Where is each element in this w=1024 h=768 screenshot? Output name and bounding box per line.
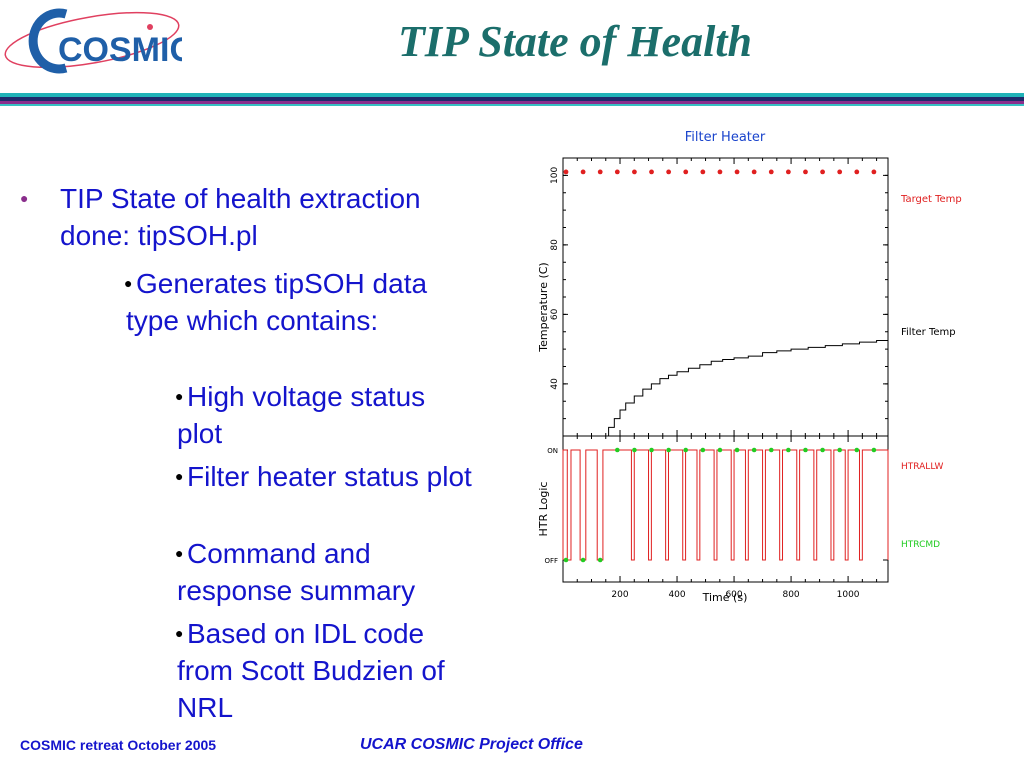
y-tick-label: 60: [550, 308, 560, 320]
target-temp-point: [768, 169, 774, 175]
target-temp-point: [666, 169, 672, 175]
logo-text: COSMIC: [58, 31, 182, 69]
htrcmd-point: [717, 447, 723, 453]
bullet-dot-icon: ●: [175, 545, 184, 561]
bullet-dot-icon: ●: [20, 190, 29, 206]
bullet-text: TIP State of health extraction done: tip…: [60, 183, 421, 251]
htrcmd-point: [837, 447, 842, 453]
legend-target-temp: Target Temp: [900, 194, 962, 205]
legend-filter-temp: Filter Temp: [901, 327, 956, 338]
legend-htrcmd: HTRCMD: [901, 540, 940, 550]
htrallw-line: [562, 449, 889, 561]
target-temp-point: [734, 169, 740, 175]
x-tick-label: 400: [668, 590, 685, 600]
htrcmd-point: [854, 447, 860, 453]
bullet-item: ● Filter heater status plot: [175, 458, 477, 495]
target-temp-point: [563, 169, 569, 175]
slide-title: TIP State of Health: [397, 17, 753, 66]
bullet-text: Filter heater status plot: [187, 461, 472, 492]
target-temp-point: [785, 169, 791, 175]
y-tick-label: OFF: [544, 557, 558, 565]
target-temp-point: [871, 169, 877, 175]
bullet-dot-icon: ●: [175, 625, 184, 641]
target-temp-point: [632, 169, 637, 175]
divider-teal: [0, 93, 1024, 97]
y-tick-label: 40: [550, 378, 560, 390]
htrcmd-point: [580, 557, 586, 563]
htrcmd-point: [649, 447, 654, 453]
target-temp-point: [683, 169, 689, 175]
divider-navy: [0, 97, 1024, 101]
bullet-text: Based on IDL code from Scott Budzien of …: [177, 618, 445, 723]
htrcmd-point: [683, 447, 689, 453]
htrcmd-point: [666, 447, 671, 453]
x-axis-label: Time (s): [702, 591, 748, 604]
htrcmd-point: [615, 447, 620, 453]
divider-purple: [0, 101, 1024, 104]
bullet-item: ● Generates tipSOH data type which conta…: [124, 265, 446, 339]
x-tick-label: 800: [782, 590, 799, 600]
htrcmd-point: [734, 447, 740, 453]
filter-temp-line: [602, 339, 888, 437]
target-temp-point: [580, 169, 586, 175]
divider-teal-2: [0, 104, 1024, 106]
target-temp-point: [649, 169, 654, 175]
chart-title: Filter Heater: [685, 130, 766, 145]
bullet-item: ● Command and response summary: [175, 535, 477, 609]
y-tick-label: 100: [550, 167, 560, 184]
htrcmd-point: [871, 447, 877, 453]
y-tick-label: 80: [550, 239, 560, 251]
x-tick-label: 200: [611, 590, 628, 600]
x-tick-label: 600: [725, 590, 742, 600]
htrcmd-point: [820, 447, 825, 453]
target-temp-point: [700, 169, 706, 175]
target-temp-point: [837, 169, 843, 175]
bullet-item: ● TIP State of health extraction done: t…: [20, 180, 480, 254]
bullet-text: Generates tipSOH data type which contain…: [126, 268, 428, 336]
target-temp-point: [614, 169, 620, 175]
htrcmd-point: [803, 447, 808, 453]
target-temp-point: [854, 169, 860, 175]
y-axis-label: HTR Logic: [537, 482, 550, 537]
bullet-dot-icon: ●: [175, 468, 184, 484]
bullet-item: ● Based on IDL code from Scott Budzien o…: [175, 615, 477, 726]
htrcmd-point: [751, 447, 757, 453]
bullet-dot-icon: ●: [175, 388, 184, 404]
x-tick-label: 1000: [837, 590, 860, 600]
target-temp-point: [803, 169, 808, 175]
bullet-dot-icon: ●: [124, 275, 133, 291]
htrcmd-point: [786, 447, 791, 453]
y-tick-label: ON: [547, 447, 558, 455]
target-temp-point: [751, 169, 757, 175]
target-temp-point: [597, 169, 603, 175]
bullet-text: High voltage status plot: [177, 381, 426, 449]
htrcmd-point: [700, 447, 706, 453]
legend-htrallw: HTRALLW: [901, 462, 944, 472]
bullet-item: ● High voltage status plot: [175, 378, 477, 452]
htrcmd-point: [597, 557, 603, 563]
htrcmd-point: [768, 447, 774, 453]
footer-event: COSMIC retreat October 2005: [20, 737, 217, 753]
bullet-text: Command and response summary: [177, 538, 416, 606]
bottom-panel-frame: [562, 435, 889, 583]
top-panel-frame: [562, 157, 889, 437]
target-temp-point: [717, 169, 723, 175]
filter-heater-chart: Filter Heater 40 60 80 100 200 400 600 800 1000 Te…: [537, 130, 962, 604]
footer-organization: UCAR COSMIC Project Office: [360, 736, 583, 753]
htrcmd-point: [563, 557, 569, 563]
htrcmd-point: [632, 447, 637, 453]
cosmic-logo: COSMIC: [4, 8, 182, 74]
target-temp-point: [820, 169, 825, 175]
y-axis-label: Temperature (C): [537, 262, 550, 352]
